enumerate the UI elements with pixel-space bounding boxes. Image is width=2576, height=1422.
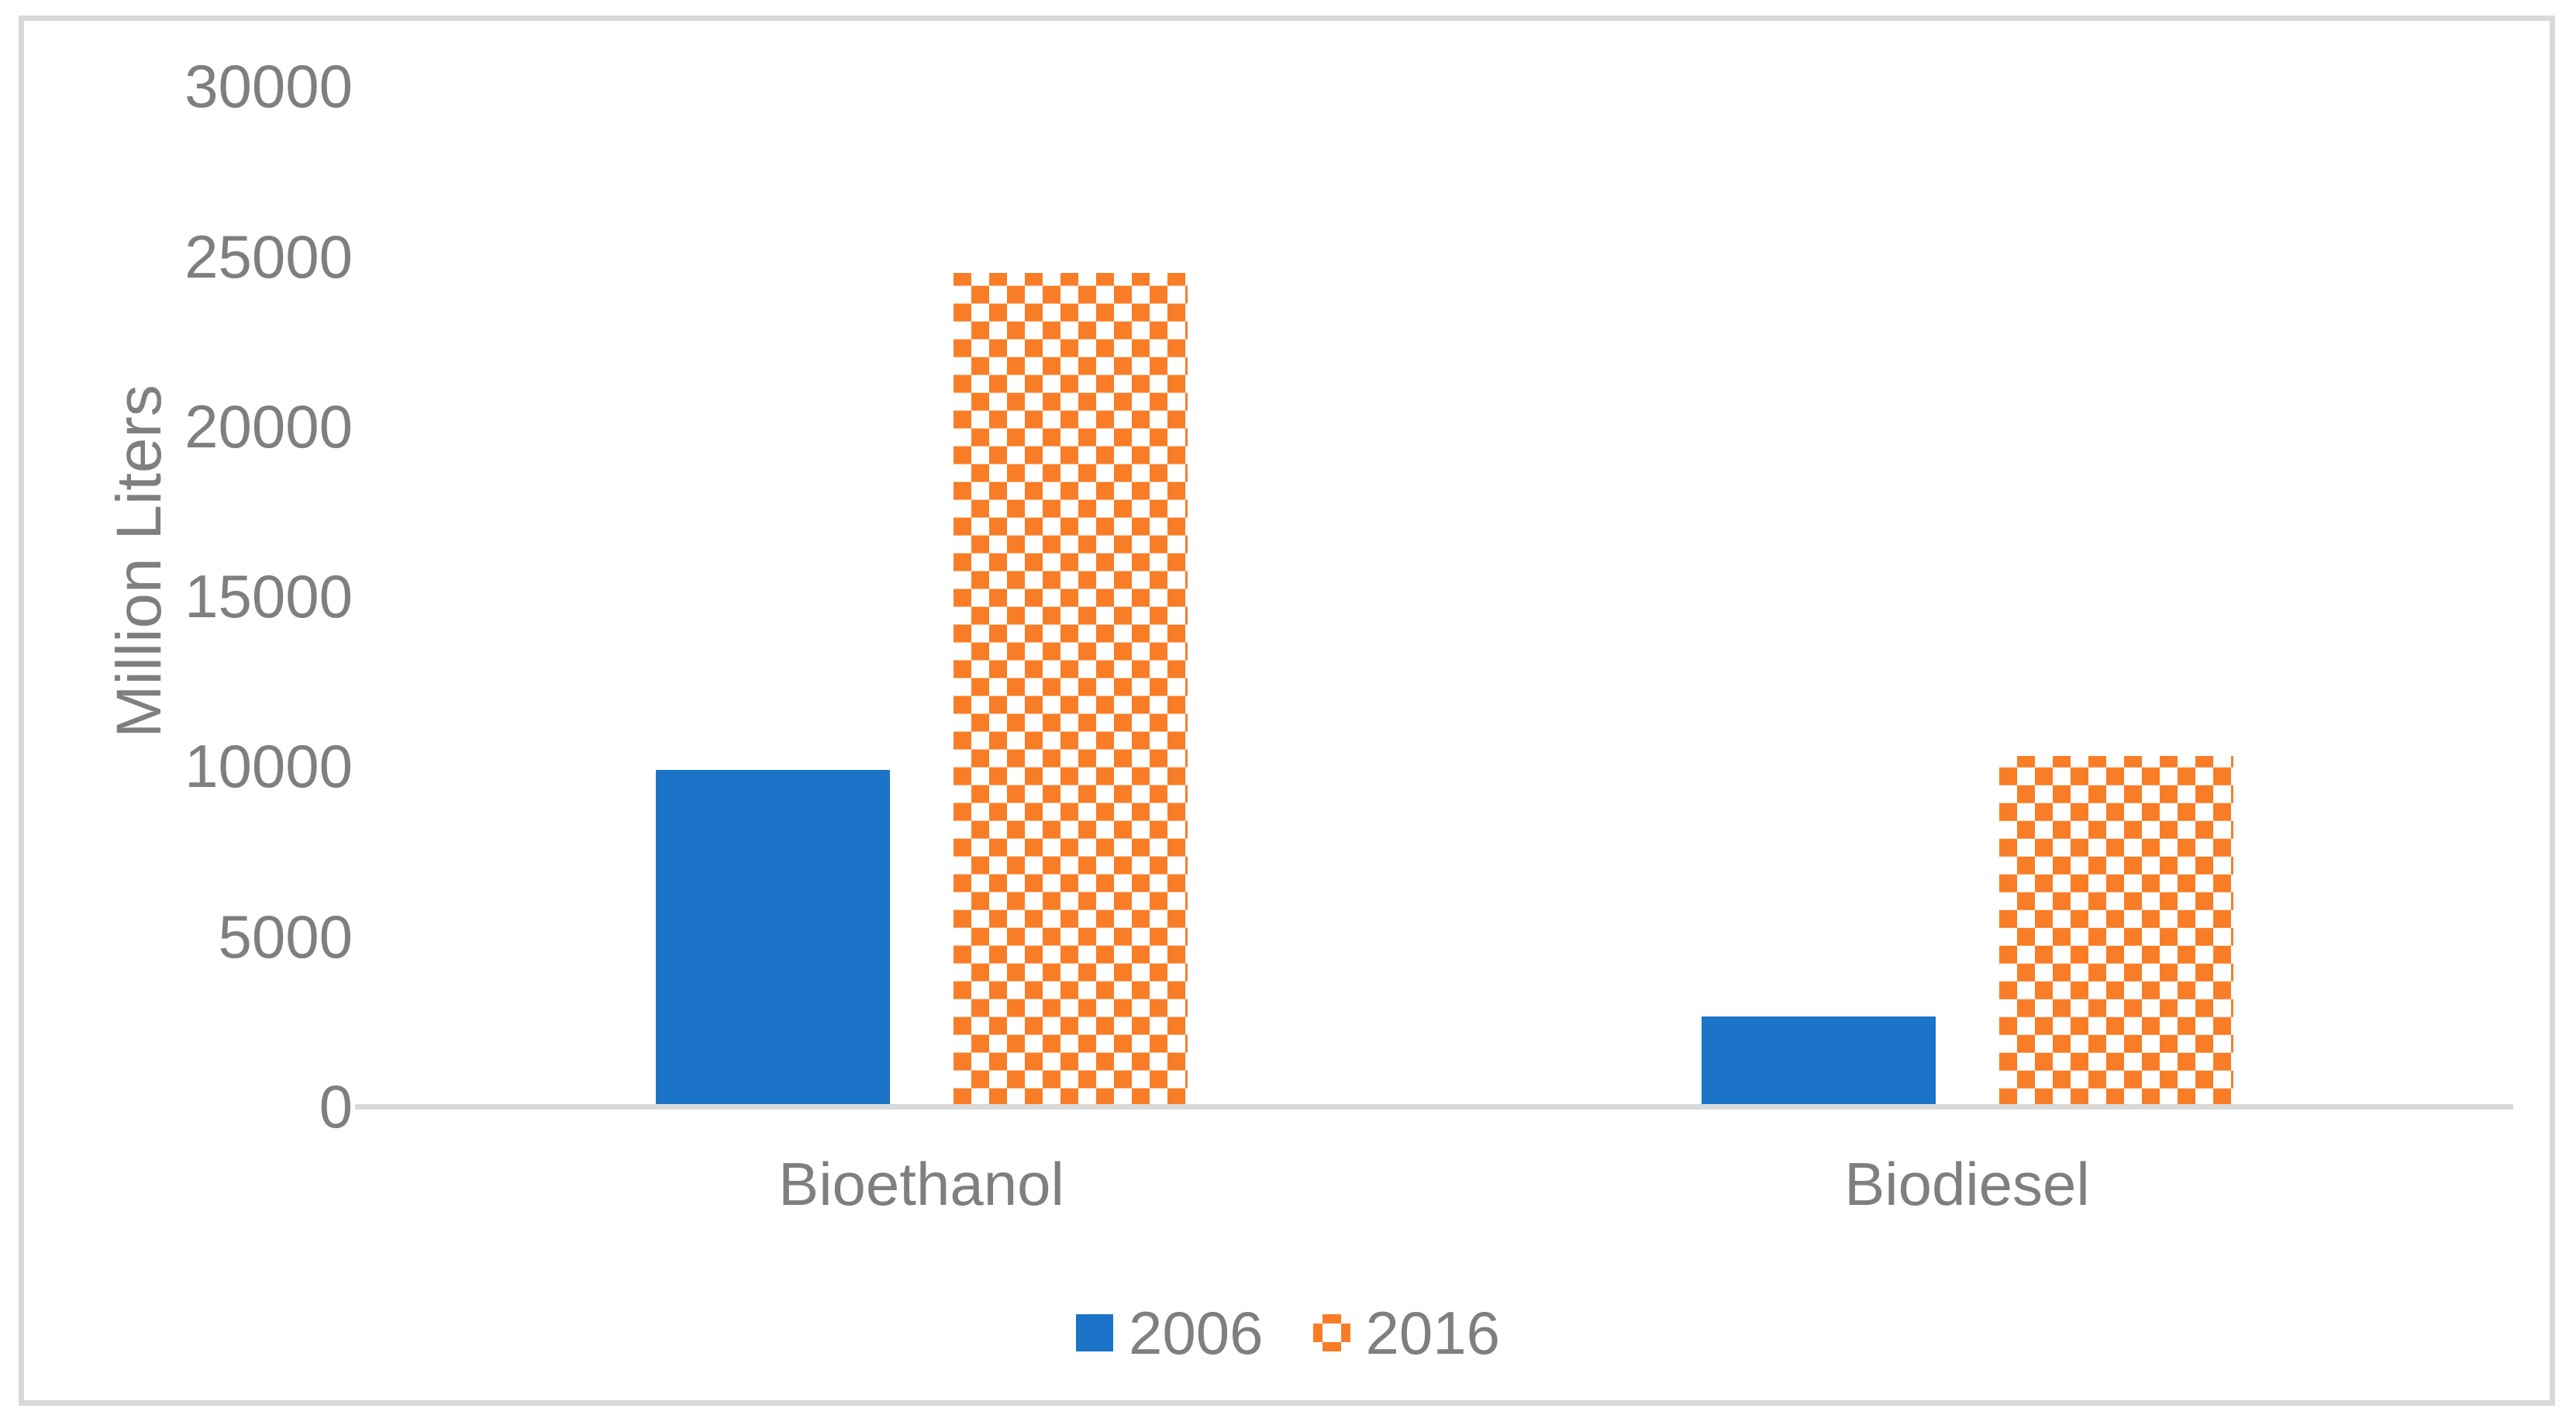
x-category-label-biodiesel: Biodiesel — [1844, 1150, 2090, 1218]
y-tick-label: 0 — [319, 1072, 353, 1141]
legend-label-2016: 2016 — [1365, 1298, 1501, 1367]
legend-label-2006: 2006 — [1128, 1298, 1264, 1367]
bar-biodiesel-2016 — [1998, 756, 2233, 1106]
y-tick-label: 20000 — [184, 392, 353, 461]
legend: 2006 2016 — [0, 1296, 2576, 1370]
y-tick-label: 25000 — [184, 222, 353, 291]
bar-bioethanol-2016 — [953, 273, 1188, 1106]
x-category-label-bioethanol: Bioethanol — [778, 1150, 1064, 1218]
y-tick-label: 30000 — [184, 52, 353, 121]
y-tick-label: 15000 — [184, 562, 353, 631]
bar-bioethanol-2006 — [655, 769, 890, 1106]
legend-entry-2006: 2006 — [1075, 1298, 1264, 1369]
y-tick-label: 10000 — [184, 732, 353, 801]
legend-marker-2006-icon — [1075, 1314, 1113, 1351]
legend-marker-2016-icon — [1312, 1314, 1350, 1351]
bar-biodiesel-2006 — [1701, 1016, 1936, 1106]
chart-frame-border — [19, 16, 2555, 1406]
x-axis-line — [355, 1104, 2513, 1110]
legend-entry-2016: 2016 — [1312, 1298, 1501, 1369]
y-tick-label: 5000 — [218, 902, 353, 971]
